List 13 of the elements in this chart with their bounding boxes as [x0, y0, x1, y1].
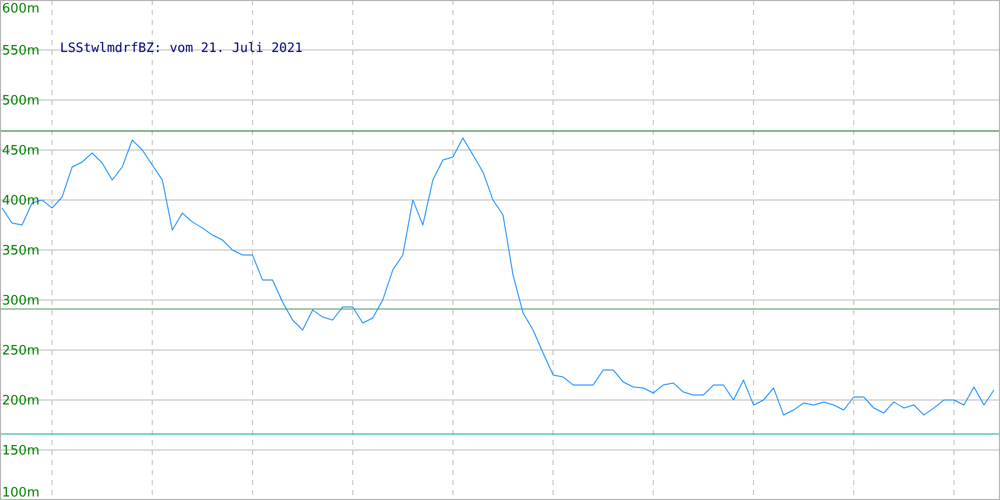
y-tick-label: 500m — [2, 94, 40, 109]
y-tick-label: 350m — [2, 244, 40, 259]
y-tick-label: 150m — [2, 444, 40, 459]
y-tick-label: 300m — [2, 294, 40, 309]
y-tick-label: 200m — [2, 394, 40, 409]
text: LSStwlmdrfBZ: vom 21. Juli 2021 — [60, 41, 303, 56]
y-tick-label: 550m — [2, 44, 40, 59]
y-tick-label: 100m — [2, 486, 40, 500]
line-series — [2, 138, 994, 416]
y-tick-label: 600m — [2, 2, 40, 17]
y-tick-label: 450m — [2, 144, 40, 159]
y-tick-label: 400m — [2, 194, 40, 209]
y-tick-label: 250m — [2, 344, 40, 359]
